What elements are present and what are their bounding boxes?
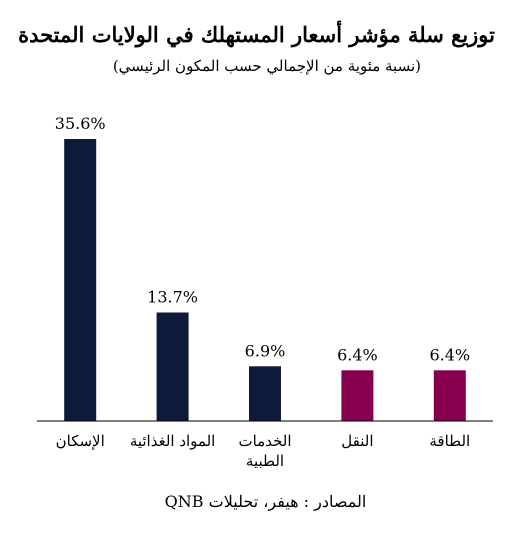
value-label-3: 6.9% bbox=[245, 341, 286, 360]
category-label-2: المواد الغذائية bbox=[130, 432, 216, 450]
bar-5 bbox=[433, 370, 466, 421]
category-label-3: الخدمات الطبية bbox=[238, 432, 291, 470]
bar-4 bbox=[341, 370, 374, 421]
category-label-5: الطاقة bbox=[429, 432, 470, 450]
category-label-4: النقل bbox=[341, 432, 373, 450]
chart-subtitle: (نسبة مئوية من الإجمالي حسب المكون الرئي… bbox=[112, 57, 421, 75]
bar-2 bbox=[156, 312, 189, 421]
source-note: المصادر : هيفر، تحليلات QNB bbox=[164, 492, 367, 511]
chart-title: توزيع سلة مؤشر أسعار المستهلك في الولايا… bbox=[18, 22, 495, 47]
bar-1 bbox=[64, 139, 97, 421]
bar-3 bbox=[249, 366, 281, 421]
value-label-5: 6.4% bbox=[429, 345, 470, 364]
category-label-1: الإسكان bbox=[56, 432, 105, 450]
value-label-2: 13.7% bbox=[147, 288, 198, 307]
labels-layer: 35.6% الإسكان 13.7% المواد الغذائية 6.9% الخد… bbox=[55, 114, 470, 470]
value-label-4: 6.4% bbox=[337, 345, 378, 364]
bars-layer bbox=[64, 139, 466, 421]
value-label-1: 35.6% bbox=[55, 114, 106, 133]
